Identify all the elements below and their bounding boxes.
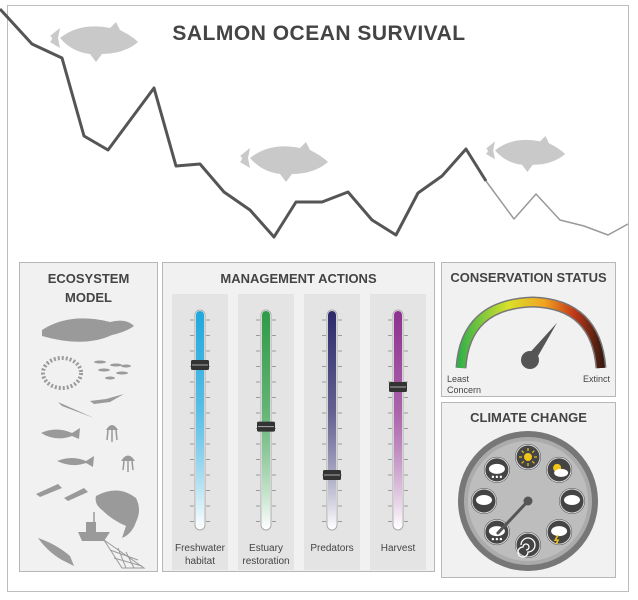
ecosystem-title-line1: ECOSYSTEM xyxy=(47,271,130,286)
conservation-title: CONSERVATION STATUS xyxy=(450,270,607,285)
fishing-boat-icon xyxy=(78,512,110,541)
page-title: SALMON OCEAN SURVIVAL xyxy=(172,22,466,45)
jellyfish-icon xyxy=(106,425,118,442)
outer-frame xyxy=(7,5,629,592)
cloudy-icon xyxy=(471,488,497,514)
small-fish-school-icon xyxy=(94,360,131,380)
squid-icon xyxy=(64,488,88,501)
slider-1[interactable] xyxy=(256,309,276,531)
gull-icon xyxy=(90,394,124,404)
salmon-silhouette-icon xyxy=(50,22,138,62)
orca-icon xyxy=(95,490,139,538)
slider-fill xyxy=(262,311,270,529)
forage-fish-school-icon xyxy=(41,356,83,390)
gauge-hub xyxy=(521,351,539,369)
sun-icon xyxy=(515,444,541,470)
survival-trend xyxy=(0,7,629,239)
jellyfish-icon xyxy=(121,455,135,472)
sun-cloud-icon xyxy=(546,456,573,483)
storm-icon xyxy=(546,519,573,546)
salmon-icon xyxy=(42,318,134,342)
slider-3[interactable] xyxy=(388,309,408,531)
dial-needle xyxy=(496,499,530,535)
fish-icon xyxy=(57,456,94,467)
management-title: MANAGEMENT ACTIONS xyxy=(220,271,377,286)
seal-icon xyxy=(38,538,74,566)
slider-label-freshwater: Freshwater habitat xyxy=(174,543,225,567)
climate-title: CLIMATE CHANGE xyxy=(470,410,587,425)
slider-label-estuary: Estuary restoration xyxy=(242,543,290,567)
cyclone-icon xyxy=(515,532,541,558)
gauge-low-label: Least Concern xyxy=(447,374,482,395)
survival-line-projected xyxy=(485,180,629,236)
gauge-high-label: Extinct xyxy=(583,374,611,384)
cloud-icon xyxy=(559,488,585,514)
snow-icon xyxy=(483,456,510,483)
slider-fill xyxy=(394,311,402,529)
squid-icon xyxy=(36,484,62,497)
survival-line xyxy=(0,7,488,239)
dial-hub xyxy=(523,496,533,506)
gauge-arc xyxy=(457,297,605,369)
ecosystem-title: ECOSYSTEM MODEL xyxy=(20,269,157,307)
ecosystem-title-line2: MODEL xyxy=(65,290,112,305)
salmon-silhouette-icon xyxy=(240,142,328,182)
slider-2[interactable] xyxy=(322,309,342,531)
slider-0[interactable] xyxy=(190,309,210,531)
net-icon xyxy=(103,539,146,569)
slider-label-predators: Predators xyxy=(310,543,354,554)
salmon-silhouette-icon xyxy=(486,136,566,172)
seabird-icon xyxy=(58,402,94,418)
slider-label-harvest: Harvest xyxy=(380,543,416,554)
fish-icon xyxy=(41,428,80,439)
